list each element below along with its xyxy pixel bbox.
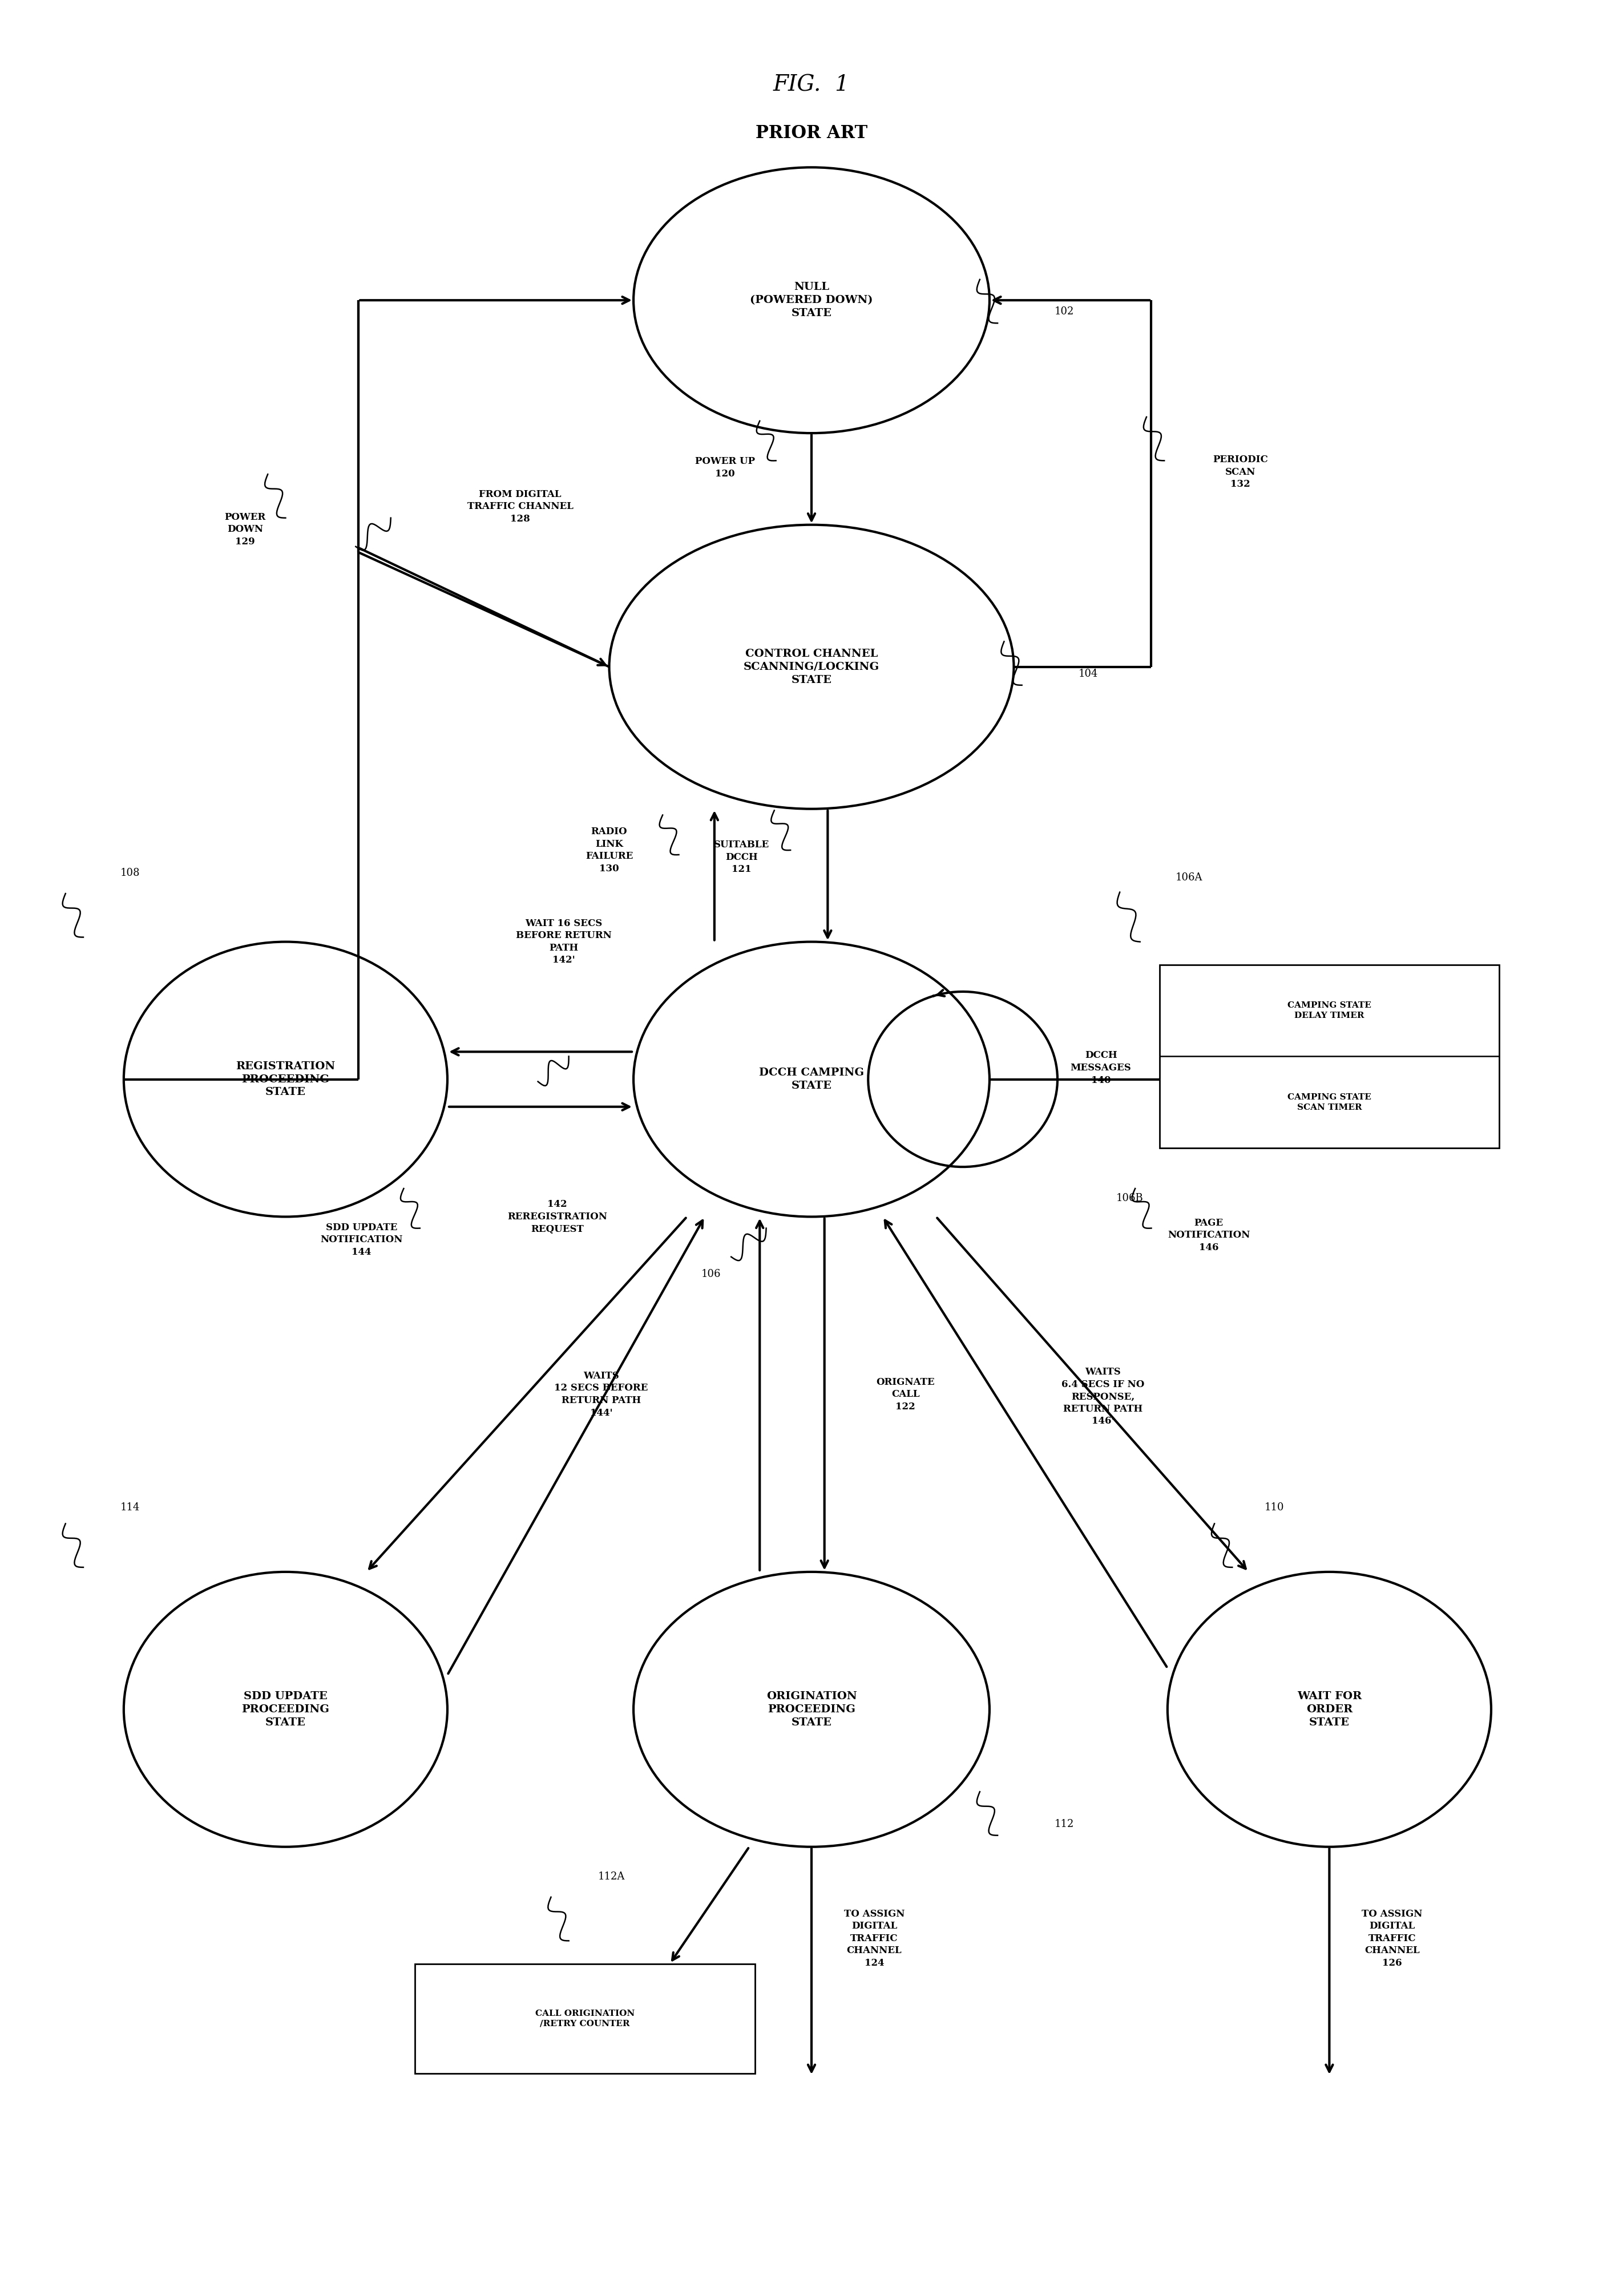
Text: RADIO
LINK
FAILURE
130: RADIO LINK FAILURE 130 — [586, 827, 633, 872]
Text: ORIGNATE
CALL
122: ORIGNATE CALL 122 — [876, 1378, 935, 1412]
Text: POWER UP
120: POWER UP 120 — [695, 457, 755, 478]
Text: TO ASSIGN
DIGITAL
TRAFFIC
CHANNEL
126: TO ASSIGN DIGITAL TRAFFIC CHANNEL 126 — [1362, 1908, 1422, 1968]
Text: PAGE
NOTIFICATION
146: PAGE NOTIFICATION 146 — [1167, 1217, 1250, 1251]
Text: 108: 108 — [120, 868, 140, 877]
Text: CAMPING STATE
DELAY TIMER: CAMPING STATE DELAY TIMER — [1287, 1001, 1371, 1019]
Text: NULL
(POWERED DOWN)
STATE: NULL (POWERED DOWN) STATE — [750, 282, 873, 319]
Text: CAMPING STATE
SCAN TIMER: CAMPING STATE SCAN TIMER — [1287, 1093, 1371, 1111]
Text: WAIT 16 SECS
BEFORE RETURN
PATH
142': WAIT 16 SECS BEFORE RETURN PATH 142' — [516, 918, 612, 964]
Text: 104: 104 — [1079, 668, 1099, 680]
Text: CALL ORIGINATION
/RETRY COUNTER: CALL ORIGINATION /RETRY COUNTER — [536, 2009, 635, 2027]
Text: SDD UPDATE
PROCEEDING
STATE: SDD UPDATE PROCEEDING STATE — [242, 1692, 329, 1727]
Bar — [415, 1963, 755, 2073]
Text: TO ASSIGN
DIGITAL
TRAFFIC
CHANNEL
124: TO ASSIGN DIGITAL TRAFFIC CHANNEL 124 — [844, 1908, 904, 1968]
Text: WAIT FOR
ORDER
STATE: WAIT FOR ORDER STATE — [1297, 1692, 1362, 1727]
Text: REGISTRATION
PROCEEDING
STATE: REGISTRATION PROCEEDING STATE — [235, 1061, 336, 1097]
Text: 110: 110 — [1264, 1502, 1284, 1513]
Text: POWER
DOWN
129: POWER DOWN 129 — [224, 512, 266, 546]
Text: SUITABLE
DCCH
121: SUITABLE DCCH 121 — [714, 840, 769, 875]
Text: CONTROL CHANNEL
SCANNING/LOCKING
STATE: CONTROL CHANNEL SCANNING/LOCKING STATE — [743, 650, 880, 684]
Text: 142
REREGISTRATION
REQUEST: 142 REREGISTRATION REQUEST — [508, 1199, 607, 1233]
Text: 106B: 106B — [1117, 1194, 1143, 1203]
Text: 112: 112 — [1055, 1818, 1074, 1830]
Text: PRIOR ART: PRIOR ART — [755, 124, 868, 142]
Bar — [1159, 964, 1500, 1148]
Text: 106: 106 — [701, 1270, 721, 1279]
Text: 106A: 106A — [1175, 872, 1203, 882]
Text: FIG.  1: FIG. 1 — [773, 73, 850, 96]
Text: FROM DIGITAL
TRAFFIC CHANNEL
128: FROM DIGITAL TRAFFIC CHANNEL 128 — [467, 489, 573, 523]
Text: PERIODIC
SCAN
132: PERIODIC SCAN 132 — [1212, 455, 1268, 489]
Text: DCCH CAMPING
STATE: DCCH CAMPING STATE — [760, 1068, 863, 1091]
Text: 102: 102 — [1055, 308, 1074, 317]
Text: WAITS
12 SECS BEFORE
RETURN PATH
144': WAITS 12 SECS BEFORE RETURN PATH 144' — [553, 1371, 648, 1417]
Text: 112A: 112A — [597, 1871, 625, 1883]
Text: SDD UPDATE
NOTIFICATION
144: SDD UPDATE NOTIFICATION 144 — [320, 1221, 403, 1256]
Text: ORIGINATION
PROCEEDING
STATE: ORIGINATION PROCEEDING STATE — [766, 1692, 857, 1727]
Text: DCCH
MESSAGES
140: DCCH MESSAGES 140 — [1071, 1052, 1131, 1086]
Text: 114: 114 — [120, 1502, 140, 1513]
Text: WAITS
6.4 SECS IF NO
RESPONSE,
RETURN PATH
146': WAITS 6.4 SECS IF NO RESPONSE, RETURN PA… — [1061, 1366, 1144, 1426]
